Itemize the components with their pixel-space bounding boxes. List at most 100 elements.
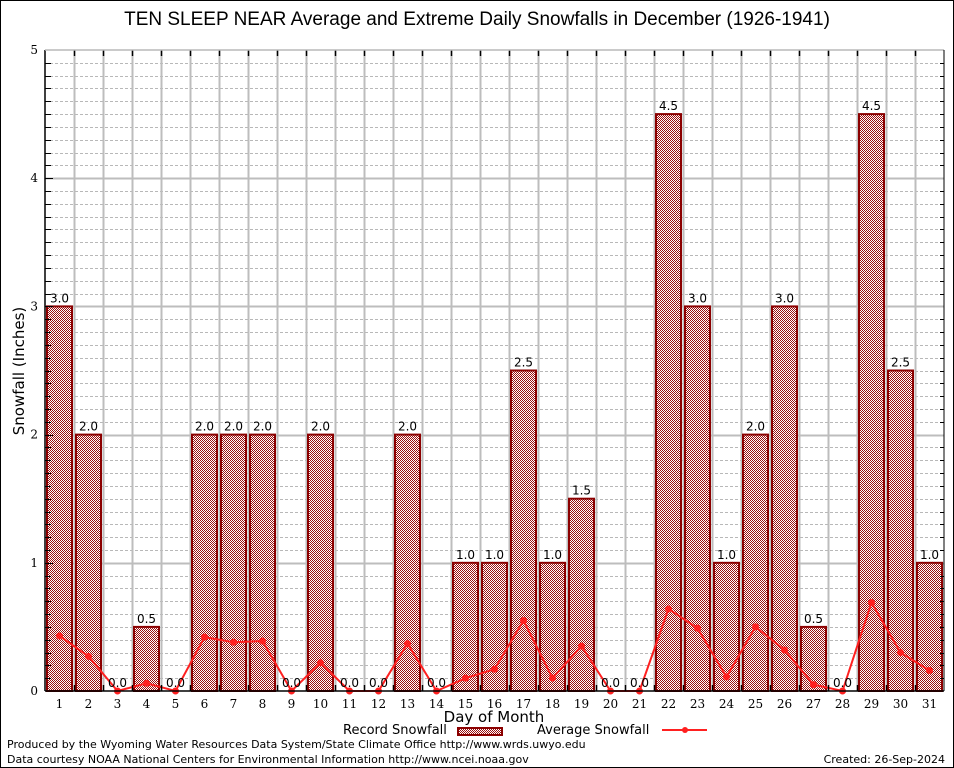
average-point-day-4 <box>143 679 150 687</box>
bar-value-label: 0.0 <box>427 676 446 690</box>
bar-day-24 <box>713 561 740 692</box>
bar-day-30 <box>887 369 914 692</box>
y-tick-label: 5 <box>30 43 38 57</box>
x-tick-label: 10 <box>313 697 328 711</box>
average-line <box>56 599 933 695</box>
x-tick-label: 21 <box>632 697 647 711</box>
average-point-day-30 <box>897 649 904 657</box>
average-point-day-16 <box>491 665 498 673</box>
x-tick-label: 22 <box>661 697 676 711</box>
bar-value-label: 0.0 <box>340 676 359 690</box>
legend-average-label: Average Snowfall <box>537 723 649 738</box>
grid <box>45 50 944 691</box>
average-point-day-13 <box>404 640 411 648</box>
bar-value-label: 2.0 <box>195 420 214 434</box>
average-point-day-1 <box>56 632 63 640</box>
average-point-day-29 <box>868 599 875 607</box>
x-tick-label: 4 <box>143 697 151 711</box>
bar-day-10 <box>307 433 334 692</box>
x-tick-label: 30 <box>893 697 908 711</box>
y-tick-label: 3 <box>30 299 38 313</box>
average-point-day-8 <box>259 637 266 645</box>
x-tick-label: 24 <box>719 697 735 711</box>
y-tick-label: 0 <box>30 684 38 698</box>
bar-value-label: 1.0 <box>543 548 562 562</box>
bar-day-1 <box>46 305 73 692</box>
average-point-day-15 <box>462 674 469 682</box>
bar-day-29 <box>858 113 885 693</box>
x-tick-label: 3 <box>114 697 122 711</box>
bar-value-label: 0.0 <box>282 676 301 690</box>
y-tick-label: 2 <box>30 428 38 442</box>
x-tick-label: 14 <box>429 697 445 711</box>
average-point-day-18 <box>549 674 556 682</box>
x-tick-label: 18 <box>545 697 560 711</box>
average-point-day-31 <box>926 666 933 674</box>
average-point-day-7 <box>230 638 237 646</box>
bar-day-27 <box>800 625 827 693</box>
bar-value-label: 4.5 <box>659 99 678 113</box>
x-tick-label: 29 <box>864 697 879 711</box>
bar-value-label: 2.0 <box>79 420 98 434</box>
bar-value-label: 2.5 <box>891 356 910 370</box>
bar-day-18 <box>539 561 566 692</box>
bar-day-7 <box>220 433 247 692</box>
bar-value-label: 0.5 <box>804 612 823 626</box>
bar-day-17 <box>510 369 537 692</box>
x-tick-label: 15 <box>458 697 473 711</box>
bar-value-label: 0.0 <box>630 676 649 690</box>
bar-value-label: 0.0 <box>369 676 388 690</box>
bar-value-label: 0.5 <box>137 612 156 626</box>
x-tick-label: 27 <box>806 697 821 711</box>
x-tick-label: 5 <box>172 697 180 711</box>
bar-value-label: 1.0 <box>456 548 475 562</box>
bar-value-label: 1.5 <box>572 484 591 498</box>
legend-record-swatch <box>457 727 503 736</box>
average-point-day-19 <box>578 642 585 650</box>
bar-value-label: 0.0 <box>108 676 127 690</box>
average-point-day-25 <box>752 623 759 631</box>
bar-day-15 <box>452 561 479 692</box>
bar-value-label: 0.0 <box>166 676 185 690</box>
x-tick-label: 1 <box>56 697 64 711</box>
y-tick-label: 4 <box>30 171 38 185</box>
y-tick-label: 1 <box>30 556 38 570</box>
axes <box>44 49 945 692</box>
y-axis-label: Snowfall (Inches) <box>10 307 28 435</box>
x-tick-label: 12 <box>371 697 386 711</box>
bar-value-label: 2.0 <box>746 420 765 434</box>
average-point-day-22 <box>665 605 672 613</box>
x-tick-label: 8 <box>259 697 267 711</box>
bar-value-label: 2.0 <box>224 420 243 434</box>
legend-record-label: Record Snowfall <box>343 723 447 738</box>
average-point-day-17 <box>520 616 527 624</box>
footer-produced-by: Produced by the Wyoming Water Resources … <box>7 738 586 751</box>
bar-value-label: 4.5 <box>862 99 881 113</box>
x-tick-label: 26 <box>777 697 792 711</box>
average-point-day-26 <box>781 646 788 654</box>
average-point-day-6 <box>201 633 208 641</box>
bar-value-label: 2.0 <box>253 420 272 434</box>
chart-title: TEN SLEEP NEAR Average and Extreme Daily… <box>124 9 830 30</box>
legend-average-marker <box>682 727 688 733</box>
x-tick-label: 17 <box>516 697 531 711</box>
legend: Record Snowfall Average Snowfall <box>343 723 707 738</box>
average-point-day-27 <box>810 681 817 689</box>
bars <box>46 113 943 693</box>
x-tick-label: 16 <box>487 697 502 711</box>
average-point-day-23 <box>694 624 701 632</box>
bar-value-label: 1.0 <box>485 548 504 562</box>
x-axis-label: Day of Month <box>444 708 545 726</box>
bar-value-label: 2.0 <box>398 420 417 434</box>
x-tick-label: 9 <box>288 697 296 711</box>
bar-value-label: 3.0 <box>775 291 794 305</box>
x-tick-label: 2 <box>85 697 93 711</box>
bar-value-label: 1.0 <box>920 548 939 562</box>
bar-day-22 <box>655 113 682 693</box>
x-tick-label: 23 <box>690 697 705 711</box>
x-tick-label: 13 <box>400 697 415 711</box>
bar-value-label: 1.0 <box>717 548 736 562</box>
bar-day-25 <box>742 433 769 692</box>
bar-value-label: 3.0 <box>50 291 69 305</box>
